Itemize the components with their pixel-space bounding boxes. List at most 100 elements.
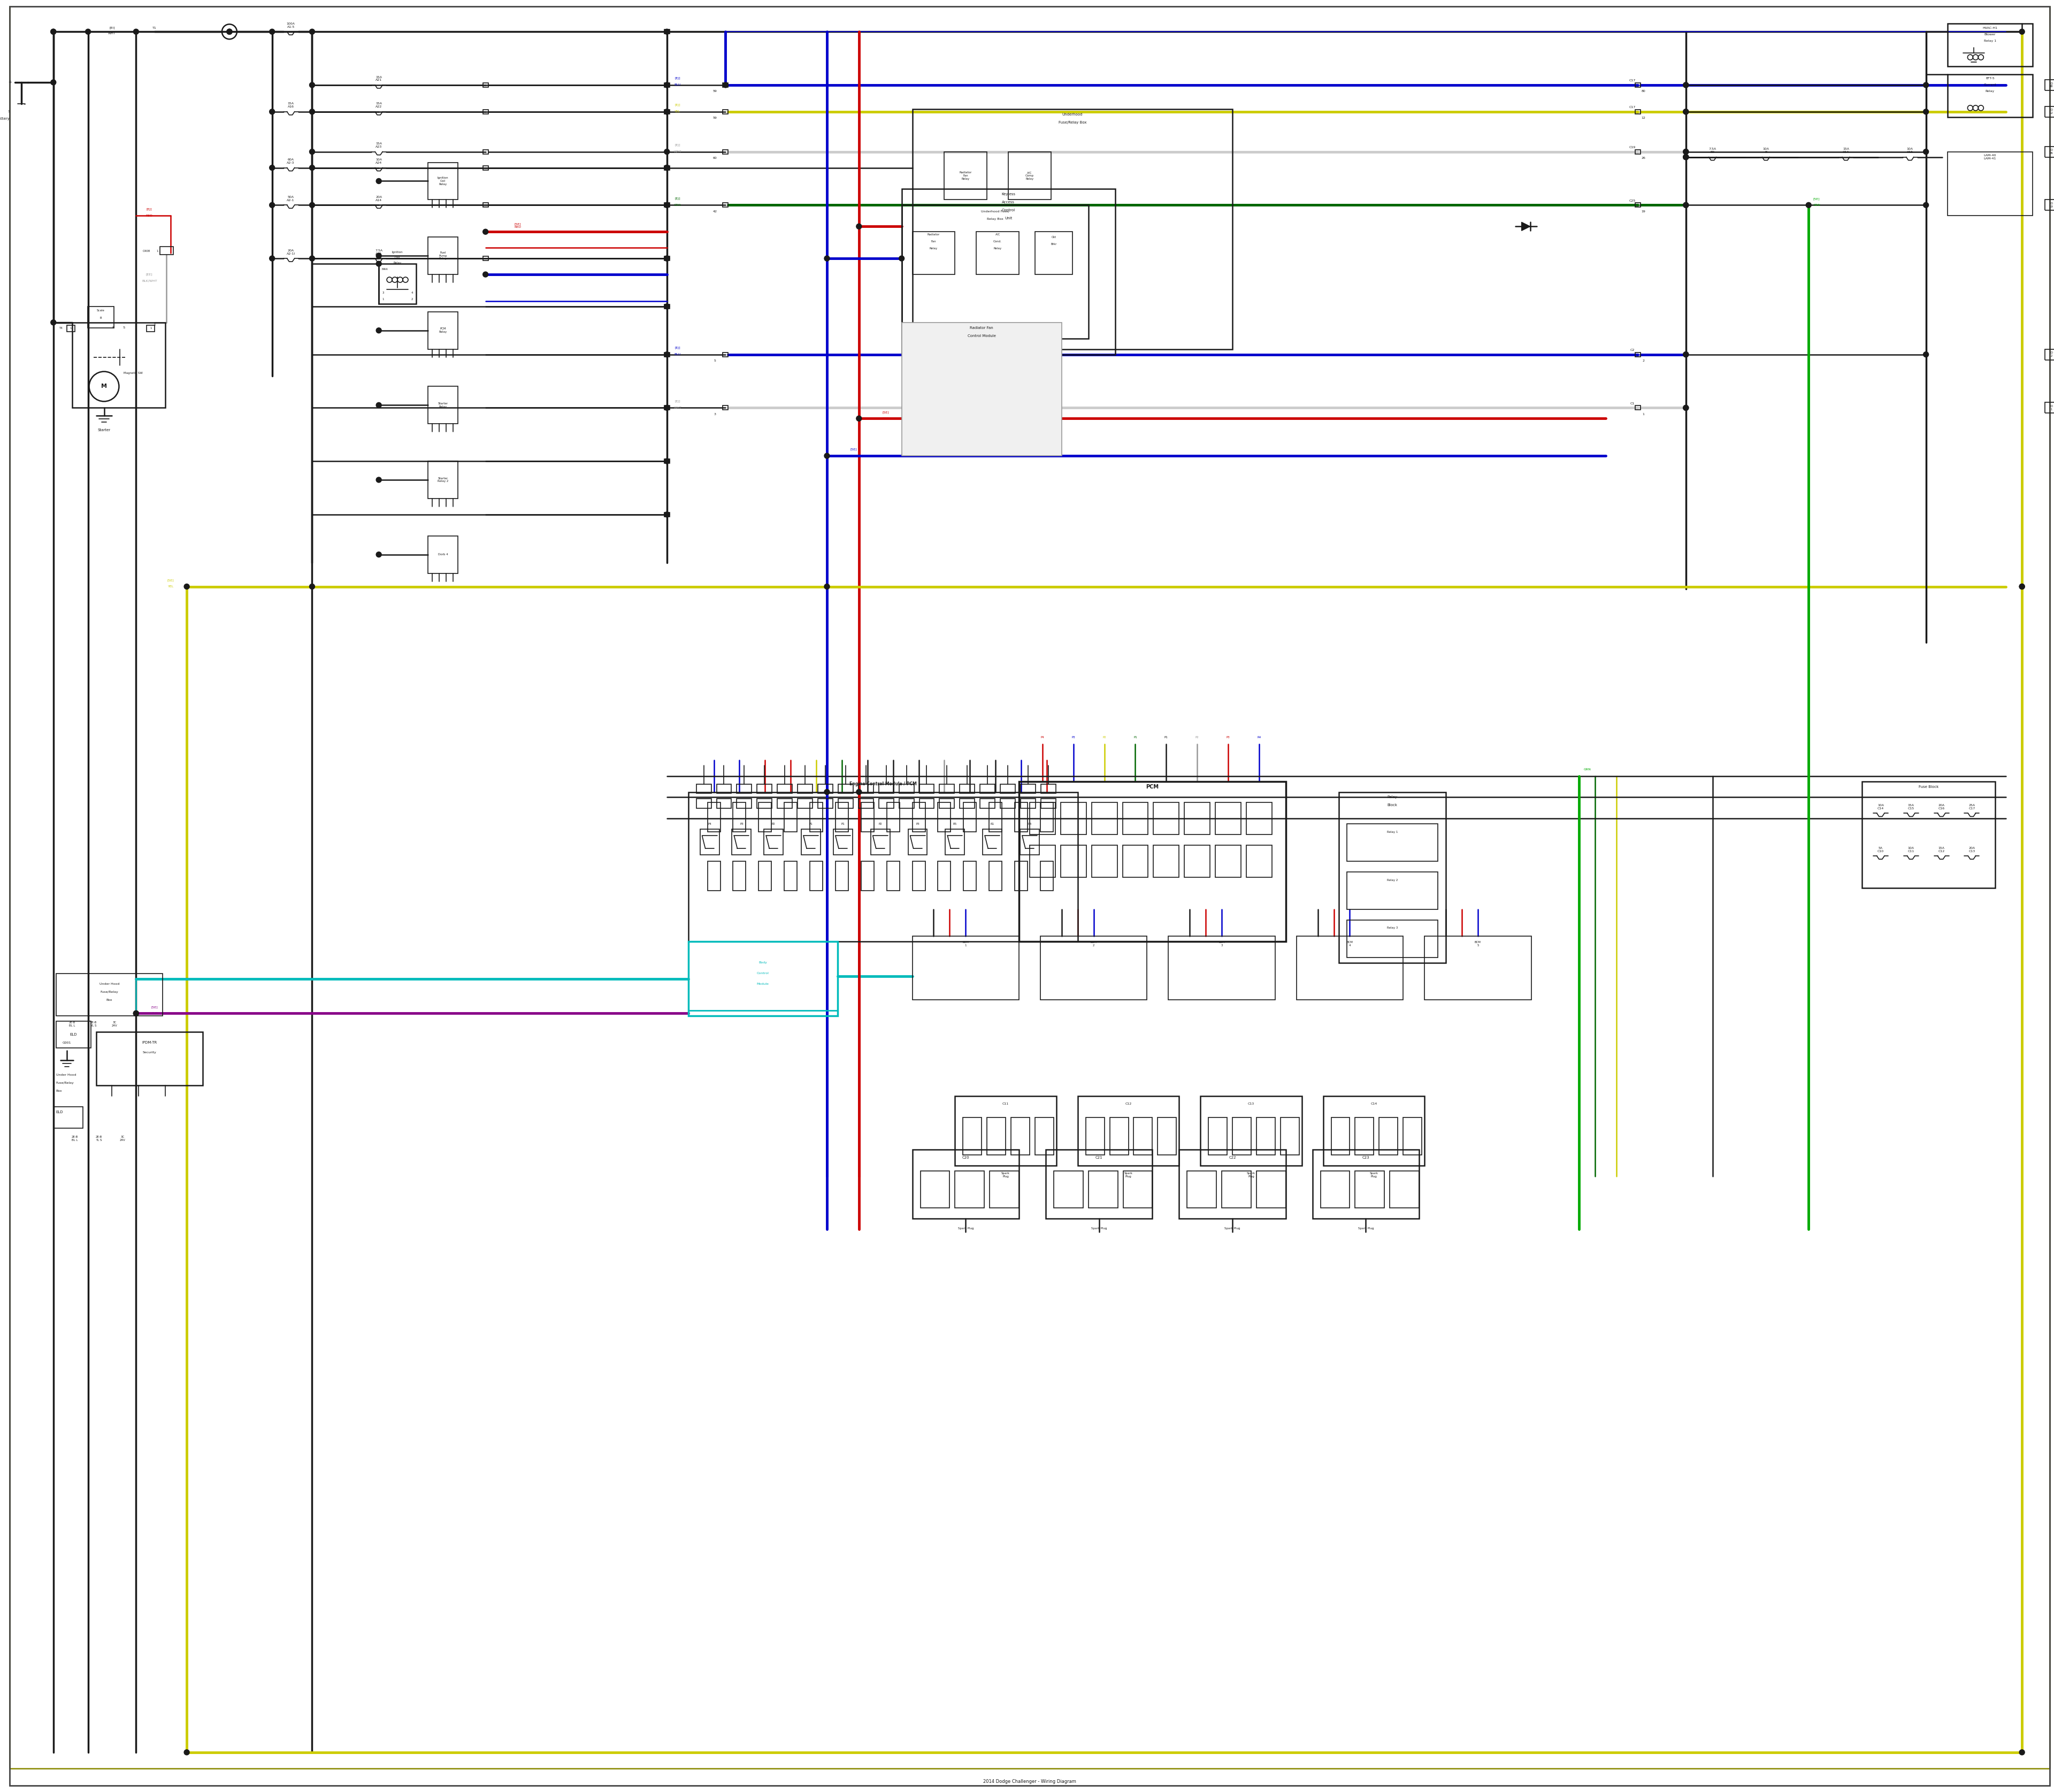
Circle shape [1682,351,1688,357]
Bar [859,799,873,808]
Bar [733,803,746,831]
Circle shape [483,272,489,278]
Text: +: + [8,81,12,84]
Bar [1041,783,1056,794]
Text: Spark Plug: Spark Plug [1358,1228,1374,1229]
Text: D
80: D 80 [2050,82,2054,88]
Circle shape [376,552,382,557]
Text: [EJ]: [EJ] [146,208,152,211]
Circle shape [1923,82,1929,88]
Circle shape [1682,154,1688,159]
Text: R4: R4 [1027,823,1031,826]
Bar [1000,799,1015,808]
Bar [1185,803,1210,835]
Bar [900,799,914,808]
Bar [1635,149,1641,154]
Bar [1039,935,1146,1000]
Circle shape [663,109,670,115]
Bar [1356,1118,1374,1154]
Bar [696,783,711,794]
Text: Radiator
Fan
Relay: Radiator Fan Relay [959,172,972,181]
Circle shape [1682,149,1688,154]
Circle shape [663,256,670,262]
Text: Under Hood: Under Hood [99,982,119,986]
Bar [797,799,813,808]
Text: ELD: ELD [55,1111,64,1113]
Text: 1: 1 [1641,412,1645,416]
Bar [1000,783,1015,794]
Text: Relay 2: Relay 2 [1386,878,1399,882]
Text: BCM
3: BCM 3 [1218,941,1224,946]
Bar [1208,1118,1226,1154]
Text: 10A
C14: 10A C14 [1877,805,1884,810]
Circle shape [663,149,670,154]
Bar [1021,830,1039,855]
Bar [1091,846,1117,878]
Bar [902,190,1115,355]
Text: BLU: BLU [850,455,857,457]
Circle shape [134,29,140,34]
Bar [785,803,797,831]
Circle shape [1682,82,1688,88]
Bar [785,862,797,891]
Circle shape [857,224,861,229]
Circle shape [1682,202,1688,208]
Text: 2E-B
YL S: 2E-B YL S [90,1021,97,1027]
Bar [1121,803,1148,835]
Text: 2E-B
BL L: 2E-B BL L [68,1021,76,1027]
Bar [1121,846,1148,878]
Bar [945,152,988,199]
Text: Relay Box: Relay Box [986,217,1002,220]
Bar [696,799,711,808]
Text: Brkr: Brkr [1052,242,1056,246]
Text: Relay: Relay [394,262,401,263]
Bar [887,803,900,831]
Bar [1035,1118,1054,1154]
Text: Unit: Unit [1004,217,1013,220]
Bar [1257,1170,1286,1208]
Circle shape [824,453,830,459]
Text: G001: G001 [62,1041,72,1045]
Bar [53,1107,82,1129]
Circle shape [86,29,90,34]
Circle shape [663,405,670,410]
Circle shape [663,202,670,208]
Bar [688,792,1078,941]
Bar [1331,1118,1349,1154]
Text: Under Hood: Under Hood [55,1073,76,1075]
Bar [836,803,848,831]
Bar [939,783,955,794]
Text: PCM
Relay: PCM Relay [440,328,448,333]
Bar [700,830,719,855]
Bar [920,1170,949,1208]
Bar [988,1118,1006,1154]
Circle shape [310,256,314,262]
Text: Block: Block [1386,803,1397,806]
Circle shape [51,29,55,34]
Bar [912,862,924,891]
Bar [1091,803,1117,835]
Bar [663,165,670,170]
Circle shape [663,165,670,170]
Bar [663,256,670,260]
Text: BCM
1: BCM 1 [963,941,969,946]
Bar [990,1170,1019,1208]
Bar [871,830,889,855]
Text: D
26: D 26 [2050,149,2054,154]
Bar [55,973,162,1016]
Text: Battery: Battery [0,116,10,120]
Text: 20A
A2-1I: 20A A2-1I [286,249,296,254]
Bar [1087,1118,1105,1154]
Text: 10A
C11: 10A C11 [1908,846,1914,853]
Text: Spark
Plug: Spark Plug [1002,1172,1011,1177]
Bar [717,799,731,808]
Bar [483,256,489,260]
Text: Ignition
Coil
Relay: Ignition Coil Relay [438,177,448,186]
Text: 3C
24V: 3C 24V [119,1136,125,1142]
Circle shape [376,477,382,482]
Bar [939,862,951,891]
Text: Security: Security [142,1050,156,1054]
Circle shape [185,584,189,590]
Bar [1323,1097,1425,1165]
Circle shape [663,165,670,170]
